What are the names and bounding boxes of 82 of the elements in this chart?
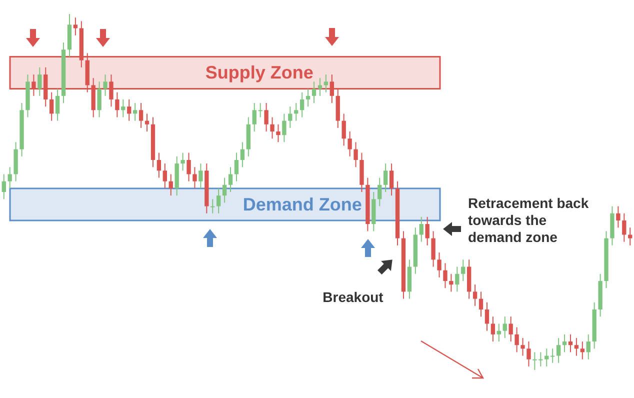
candlestick (514, 326, 519, 353)
candlestick (306, 88, 310, 108)
candlestick (330, 74, 334, 104)
candlestick (520, 337, 525, 356)
candlestick (121, 98, 126, 118)
candlestick (389, 163, 394, 196)
candlestick (258, 102, 262, 118)
candlestick (544, 348, 549, 367)
candlestick (443, 262, 448, 289)
candlestick (461, 259, 466, 282)
candlestick (55, 88, 60, 122)
candlestick (144, 113, 150, 132)
candlestick (300, 92, 304, 118)
candlestick (168, 174, 173, 196)
candlestick (234, 152, 239, 182)
candlestick (127, 98, 132, 122)
candlestick (508, 316, 513, 342)
candlestick (455, 266, 460, 292)
candlestick (192, 166, 197, 189)
candlestick (8, 166, 12, 189)
candlestick (490, 316, 496, 342)
candlestick (270, 116, 274, 140)
candlestick (180, 152, 185, 172)
candlestick (216, 188, 221, 214)
band-label: Supply Zone (205, 62, 314, 83)
band-label: Demand Zone (242, 194, 362, 214)
candlestick (556, 337, 561, 364)
candlestick (437, 252, 442, 278)
candlestick (580, 341, 584, 360)
candlestick (484, 302, 490, 332)
candlestick (32, 74, 36, 96)
candlestick (574, 337, 579, 356)
candlestick (2, 174, 6, 200)
candlestick (550, 348, 555, 364)
candlestick (50, 92, 54, 122)
candlestick (115, 92, 120, 118)
candlestick (133, 102, 138, 122)
candlestick (526, 341, 531, 367)
candlestick (628, 227, 632, 246)
candlestick (384, 163, 388, 192)
candlestick (312, 81, 316, 104)
candlestick (138, 102, 144, 128)
candlestick (502, 316, 507, 338)
candlestick (73, 17, 78, 36)
candlestick (622, 212, 626, 242)
candlestick (342, 113, 346, 146)
candlestick (103, 74, 108, 96)
candlestick (264, 102, 268, 132)
candlestick (186, 152, 191, 182)
candlestick (276, 124, 280, 143)
annotation: Retracement back towards the demand zone (468, 195, 589, 245)
candlestick (472, 284, 478, 306)
candlestick (562, 334, 567, 353)
candlestick (109, 74, 114, 108)
candlestick (252, 102, 256, 132)
candlestick (419, 216, 424, 242)
candlestick (162, 163, 167, 189)
candlestick (156, 152, 162, 178)
candlestick (586, 334, 590, 360)
candlestick (228, 166, 233, 192)
candlestick (425, 216, 430, 246)
candlestick (348, 130, 352, 157)
candlestick (324, 74, 328, 93)
candlestick (222, 177, 227, 204)
candlestick (478, 291, 484, 318)
candlestick (378, 177, 382, 207)
candlestick (282, 113, 286, 143)
candlestick (568, 334, 573, 353)
candlestick (198, 163, 203, 189)
candlestick (431, 230, 436, 268)
candlestick (288, 106, 292, 128)
annotation: Breakout (322, 289, 384, 305)
candlestick (210, 198, 215, 214)
candlestick (496, 323, 501, 342)
candlestick (294, 102, 298, 122)
candlestick (38, 66, 42, 96)
candlestick (616, 206, 620, 228)
candlestick (97, 81, 102, 118)
candlestick (240, 142, 245, 168)
candlestick (449, 273, 454, 292)
candlestick (354, 142, 358, 168)
candlestick (318, 78, 322, 96)
